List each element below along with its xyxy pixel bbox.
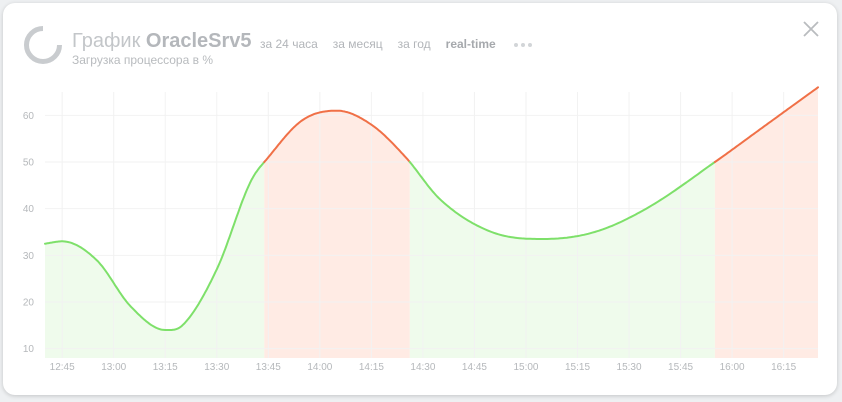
x-tick-label: 15:45 [668, 362, 693, 373]
period-tabs: за 24 часа за месяц за год real-time [260, 37, 532, 52]
y-tick-label: 20 [23, 298, 35, 309]
server-name: OracleSrv5 [145, 30, 252, 52]
normal-load-area-0 [45, 162, 265, 358]
normal-load-line-0 [44, 161, 266, 331]
x-tick-label: 15:30 [617, 362, 642, 373]
y-tick-label: 10 [23, 344, 35, 355]
y-tick-label: 50 [23, 158, 35, 169]
x-tick-label: 13:00 [101, 362, 126, 373]
normal-load-area-2 [409, 162, 715, 358]
x-tick-label: 14:30 [410, 362, 435, 373]
x-tick-label: 15:15 [565, 362, 590, 373]
x-tick-label: 13:45 [256, 362, 281, 373]
x-tick-label: 13:30 [204, 362, 229, 373]
tab-month[interactable]: за месяц [332, 37, 383, 51]
x-tick-label: 14:45 [462, 362, 487, 373]
high-load-line-3 [713, 86, 819, 163]
x-tick-label: 12:45 [50, 362, 75, 373]
x-tick-label: 13:15 [153, 362, 178, 373]
close-icon[interactable] [802, 20, 820, 38]
x-tick-label: 14:00 [307, 362, 332, 373]
title-prefix: График [72, 30, 141, 52]
y-tick-label: 60 [23, 111, 35, 122]
x-tick-label: 16:15 [771, 362, 796, 373]
x-tick-label: 15:00 [513, 362, 538, 373]
high-load-area-3 [714, 87, 818, 359]
chart-subtitle: Загрузка процессора в % [72, 53, 213, 67]
y-tick-label: 30 [23, 251, 35, 262]
high-load-area-1 [264, 110, 410, 358]
tab-real-time[interactable]: real-time [445, 37, 496, 51]
x-tick-label: 16:00 [720, 362, 745, 373]
tab-24h[interactable]: за 24 часа [260, 37, 318, 51]
normal-load-line-2 [408, 161, 716, 240]
y-tick-label: 40 [23, 204, 35, 215]
tab-year[interactable]: за год [397, 37, 431, 51]
ring-logo-icon [24, 25, 63, 64]
high-load-line-1 [263, 109, 411, 163]
chart-title: График OracleSrv5 [72, 30, 252, 53]
x-tick-label: 14:15 [359, 362, 384, 373]
more-dots-icon[interactable] [513, 37, 532, 52]
